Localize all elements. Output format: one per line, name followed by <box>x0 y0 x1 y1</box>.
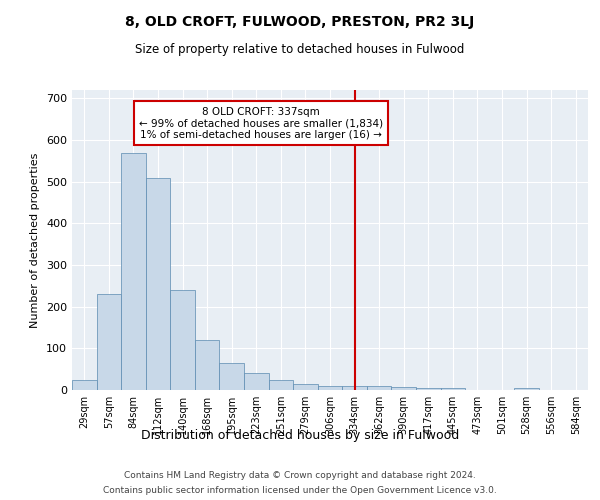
Bar <box>146 178 170 390</box>
Bar <box>318 386 342 390</box>
Bar <box>391 386 416 390</box>
Bar <box>170 290 195 390</box>
Text: Size of property relative to detached houses in Fulwood: Size of property relative to detached ho… <box>136 42 464 56</box>
Bar <box>514 388 539 390</box>
Bar <box>367 386 391 390</box>
Bar <box>195 340 220 390</box>
Bar <box>440 388 465 390</box>
Text: Distribution of detached houses by size in Fulwood: Distribution of detached houses by size … <box>141 428 459 442</box>
Bar <box>342 386 367 390</box>
Y-axis label: Number of detached properties: Number of detached properties <box>31 152 40 328</box>
Bar <box>220 363 244 390</box>
Text: Contains public sector information licensed under the Open Government Licence v3: Contains public sector information licen… <box>103 486 497 495</box>
Text: 8, OLD CROFT, FULWOOD, PRESTON, PR2 3LJ: 8, OLD CROFT, FULWOOD, PRESTON, PR2 3LJ <box>125 15 475 29</box>
Bar <box>244 374 269 390</box>
Text: Contains HM Land Registry data © Crown copyright and database right 2024.: Contains HM Land Registry data © Crown c… <box>124 471 476 480</box>
Bar <box>121 152 146 390</box>
Bar <box>72 380 97 390</box>
Bar <box>416 388 440 390</box>
Text: 8 OLD CROFT: 337sqm
← 99% of detached houses are smaller (1,834)
1% of semi-deta: 8 OLD CROFT: 337sqm ← 99% of detached ho… <box>139 106 383 140</box>
Bar <box>293 384 318 390</box>
Bar <box>269 380 293 390</box>
Bar <box>97 294 121 390</box>
